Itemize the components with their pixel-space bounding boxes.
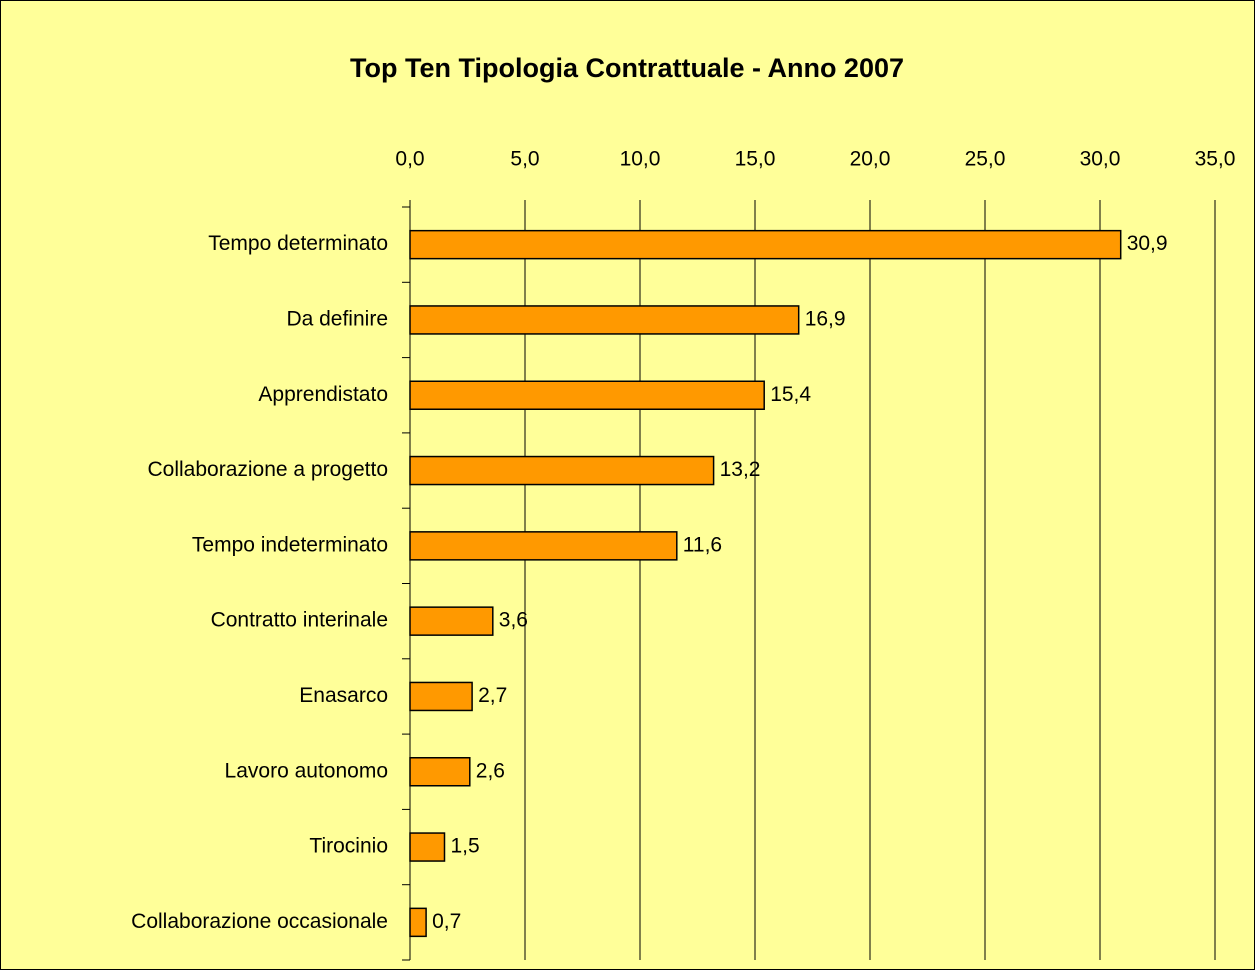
x-tick-label: 35,0 (1195, 148, 1236, 171)
y-tick-label: Enasarco (299, 684, 388, 707)
y-tick-label: Collaborazione occasionale (131, 910, 388, 933)
bar (409, 531, 678, 561)
bar (409, 455, 715, 486)
y-tick-label: Contratto interinale (211, 609, 388, 632)
x-tick-label: 15,0 (735, 148, 776, 171)
bar (409, 229, 1122, 260)
data-label: 30,9 (1127, 232, 1168, 255)
x-tick-label: 10,0 (620, 148, 661, 171)
y-tick-label: Collaborazione a progetto (148, 458, 389, 481)
x-tick-label: 0,0 (395, 148, 424, 171)
y-tick-label: Tempo determinato (208, 232, 388, 255)
data-label: 11,6 (683, 533, 722, 556)
y-tick-label: Apprendistato (258, 383, 388, 406)
y-tick-label: Lavoro autonomo (225, 759, 388, 782)
bar (409, 832, 446, 862)
x-tick-label: 25,0 (965, 148, 1006, 171)
y-tick-label: Tirocinio (309, 835, 388, 858)
y-tick-label: Tempo indeterminato (192, 533, 388, 556)
data-label: 16,9 (805, 307, 846, 330)
x-tick-label: 5,0 (510, 148, 539, 171)
bar (409, 305, 800, 335)
data-label: 15,4 (770, 383, 811, 406)
chart-title: Top Ten Tipologia Contrattuale - Anno 20… (350, 53, 904, 83)
bar (409, 907, 427, 938)
bar (409, 757, 471, 787)
x-tick-label: 20,0 (850, 148, 891, 171)
bar (409, 380, 765, 410)
y-tick-label: Da definire (286, 307, 388, 330)
data-label: 1,5 (451, 835, 480, 858)
bar (409, 606, 494, 636)
data-label: 0,7 (432, 910, 461, 933)
bar (409, 681, 473, 712)
data-label: 13,2 (720, 458, 761, 481)
data-label: 3,6 (499, 609, 528, 632)
x-tick-label: 30,0 (1080, 148, 1121, 171)
data-label: 2,7 (478, 684, 507, 707)
data-label: 2,6 (476, 759, 505, 782)
